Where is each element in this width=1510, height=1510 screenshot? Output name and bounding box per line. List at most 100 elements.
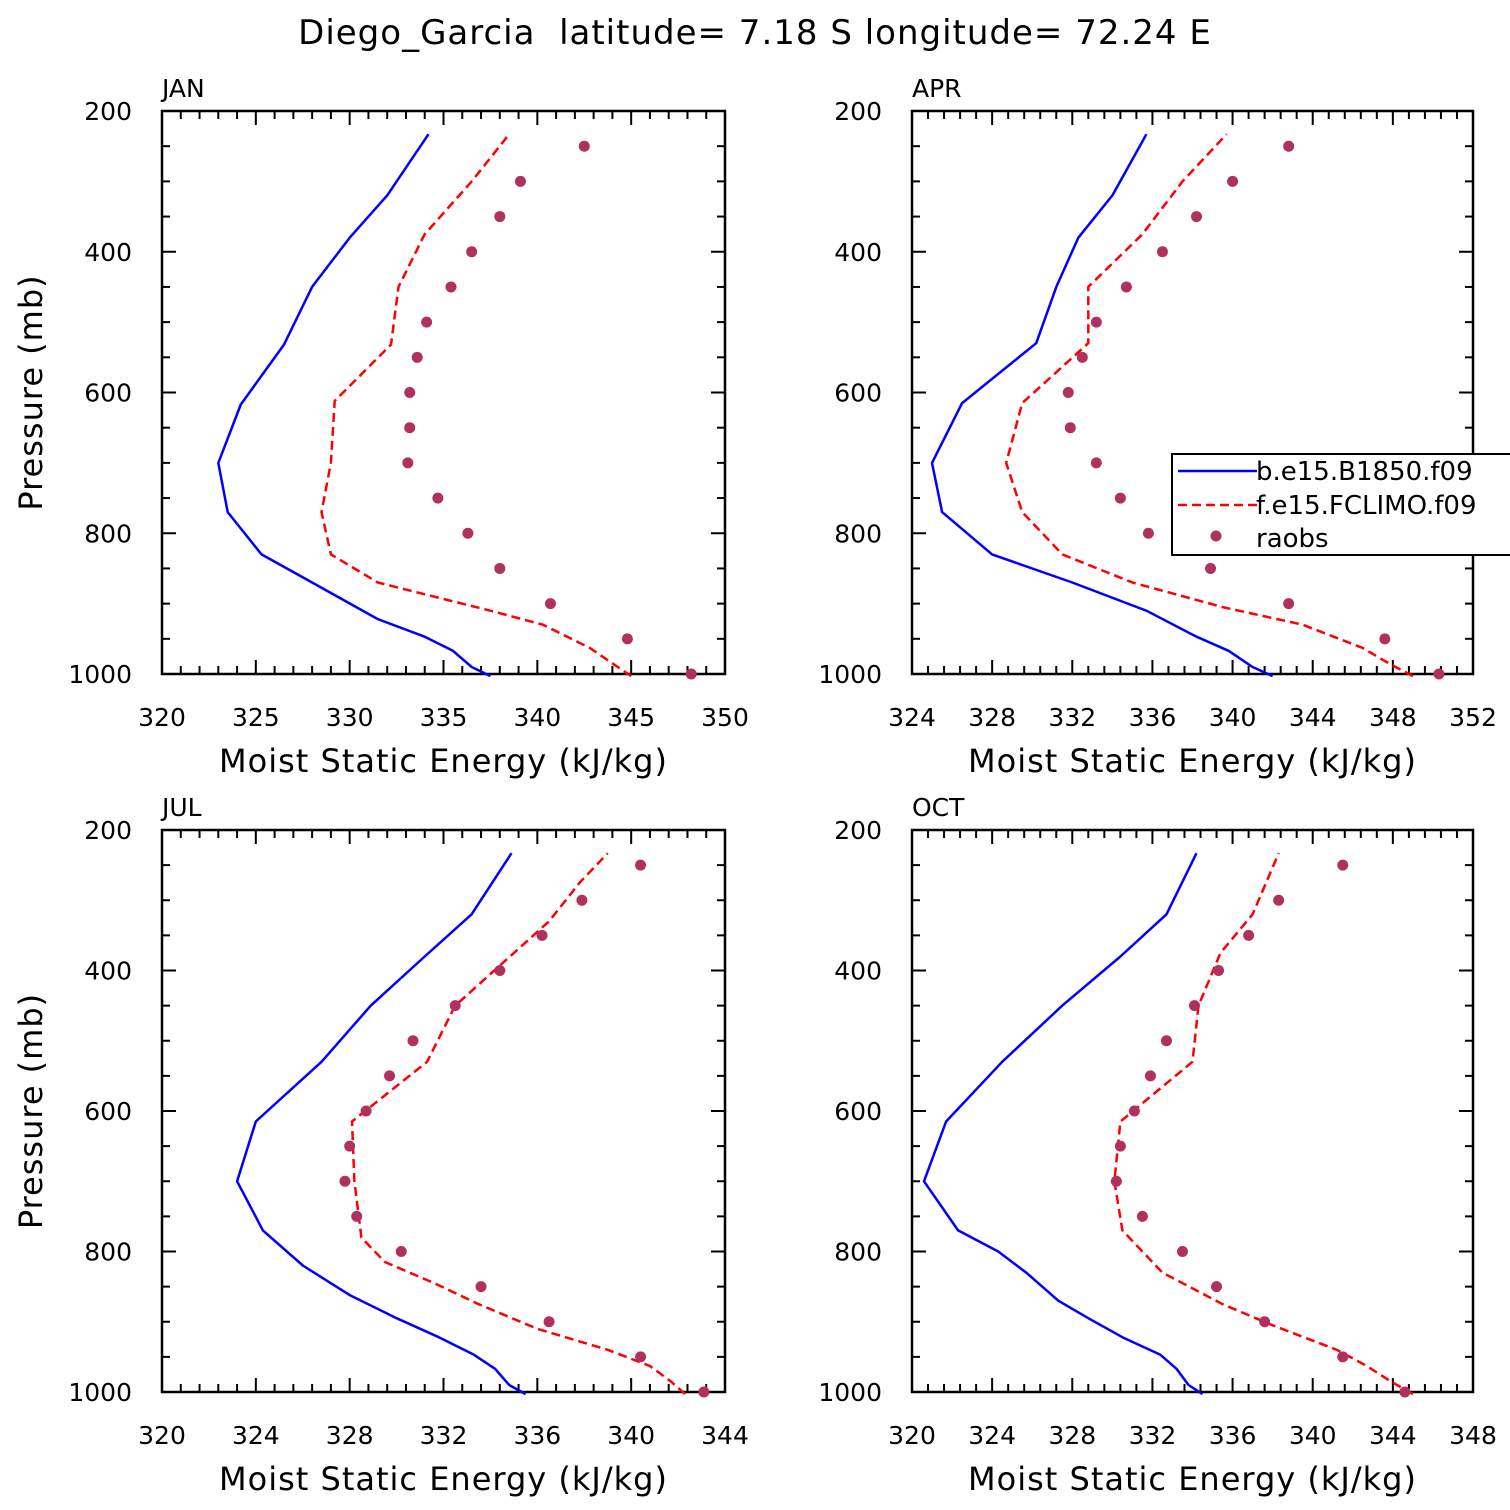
raobs-point [621,633,633,645]
raobs-point [462,527,474,539]
plot-frame [160,109,727,676]
panel-label: APR [912,74,962,103]
series-line-b-e15-b1850-f09 [235,852,527,1396]
x-tick-label: 330 [326,703,374,732]
raobs-point [449,1000,461,1012]
x-tick-label: 328 [968,703,1016,732]
y-tick-label: 200 [834,97,882,126]
x-tick-label: 348 [1449,1421,1497,1450]
raobs-point [1191,211,1203,223]
raobs-point [1379,633,1391,645]
raobs-point [1213,965,1225,976]
x-tick-label: 325 [232,703,280,732]
y-tick-label: 600 [84,1097,132,1126]
raobs-point [685,668,697,680]
y-axis-label: Pressure (mb) [12,274,50,510]
panel-label: JAN [160,74,205,103]
x-axis-label: Moist Static Energy (kJ/kg) [219,1460,668,1498]
legend-label: f.e15.FCLIMO.f09 [1256,491,1476,521]
x-tick-label: 350 [701,703,749,732]
y-tick-label: 600 [834,1097,882,1126]
panel-label: OCT [912,793,965,822]
panel-jul: JUL 320 324 328 332 336 340 344 200 400 600 800 1000… [12,793,749,1498]
raobs-point [635,859,647,871]
x-tick-label: 340 [1289,1421,1337,1450]
series-raobs [1062,140,1445,680]
x-tick-label: 320 [138,1421,186,1450]
series-line-f-e15-fclimo-f09 [1004,133,1414,678]
x-tick-label: 340 [513,703,561,732]
raobs-point [494,211,506,223]
x-axis-label: Moist Static Energy (kJ/kg) [968,742,1417,780]
series-line-f-e15-fclimo-f09 [320,133,632,678]
raobs-point [1136,1210,1148,1222]
raobs-point [1062,387,1074,398]
x-tick-label: 348 [1369,703,1417,732]
raobs-point [421,316,433,328]
y-tick-label: 200 [834,816,882,845]
x-tick-label: 336 [513,1421,561,1450]
y-tick-label: 1000 [68,1378,132,1407]
x-tick-label: 345 [607,703,655,732]
raobs-point [411,351,423,363]
raobs-point [1142,527,1154,539]
raobs-point [543,1316,555,1328]
raobs-point [1128,1105,1140,1117]
series-raobs [1110,859,1411,1398]
legend-label: raobs [1256,524,1329,554]
panel-label: JUL [160,793,202,822]
x-tick-label: 352 [1449,703,1497,732]
x-tick-label: 324 [888,703,936,732]
x-tick-label: 332 [420,1421,468,1450]
y-tick-label: 600 [834,379,882,408]
raobs-point [475,1281,487,1293]
raobs-point [1156,246,1168,258]
raobs-point [494,965,506,976]
raobs-point [698,1386,710,1398]
y-tick-label: 400 [84,957,132,986]
raobs-point [1259,1316,1271,1328]
series-line-b-e15-b1850-f09 [930,133,1274,678]
x-tick-label: 332 [1048,703,1096,732]
raobs-point [404,422,416,434]
y-tick-label: 1000 [68,660,132,689]
raobs-point [432,492,444,504]
raobs-point [1205,562,1217,574]
x-tick-label: 320 [138,703,186,732]
raobs-point [407,1035,419,1047]
series-raobs [402,140,697,680]
raobs-point [1227,175,1239,187]
x-tick-label: 324 [232,1421,280,1450]
panel-jan: JAN 320 325 330 335 340 345 350 200 400 600 800 1000… [12,74,749,780]
y-tick-label: 400 [84,238,132,267]
raobs-point [1160,1035,1172,1047]
raobs-point [1144,1070,1156,1082]
y-tick-label: 200 [84,816,132,845]
plot-frame [160,828,727,1394]
x-tick-label: 324 [968,1421,1016,1450]
y-tick-label: 800 [84,519,132,548]
raobs-point [1090,457,1102,469]
panel-apr: APR 324 328 332 336 340 344 348 352 200 400 600 800 1… [818,74,1496,780]
panel-oct: OCT 320 324 328 332 336 340 344 348 200 400 600 800 1… [818,793,1496,1498]
series-line-b-e15-b1850-f09 [922,852,1204,1396]
x-tick-label: 332 [1129,1421,1177,1450]
raobs-point [1189,1000,1201,1012]
y-tick-label: 1000 [818,660,882,689]
raobs-point [544,598,556,610]
y-tick-label: 600 [84,379,132,408]
raobs-point [466,246,478,258]
legend-marker [1210,530,1222,542]
raobs-point [1211,1281,1223,1293]
raobs-point [494,562,506,574]
raobs-point [445,281,457,293]
raobs-point [1076,351,1088,363]
x-axis-label: Moist Static Energy (kJ/kg) [968,1460,1417,1498]
figure-title: Diego_Garcia latitude= 7.18 S longitude=… [298,13,1212,53]
series-line-b-e15-b1850-f09 [217,133,491,678]
x-tick-label: 344 [1369,1421,1417,1450]
x-tick-label: 344 [1289,703,1337,732]
raobs-point [1120,281,1132,293]
raobs-point [1337,1351,1349,1363]
